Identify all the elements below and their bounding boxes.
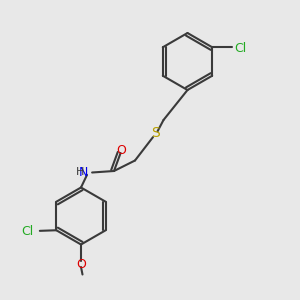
- Text: H: H: [76, 167, 84, 177]
- Text: O: O: [76, 257, 86, 271]
- Text: Cl: Cl: [235, 42, 247, 55]
- Text: O: O: [117, 144, 126, 157]
- Text: S: S: [152, 127, 160, 140]
- Text: Cl: Cl: [22, 225, 34, 238]
- Text: N: N: [79, 166, 88, 179]
